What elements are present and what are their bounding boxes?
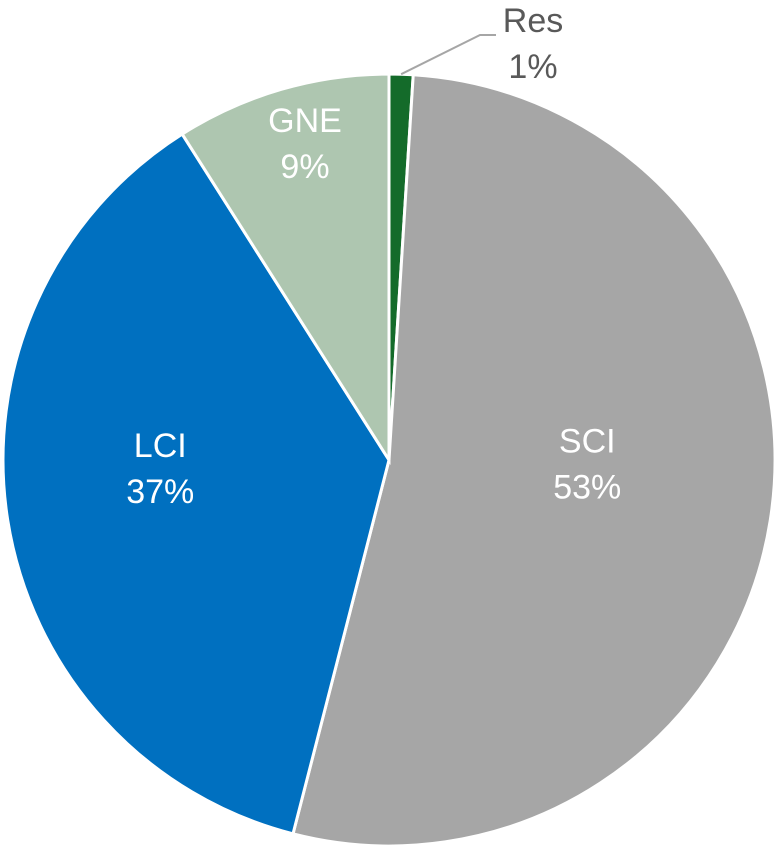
slice-value-label: 37% — [126, 473, 194, 511]
slice-value-label: 9% — [280, 148, 329, 186]
slice-value-label: 1% — [508, 48, 557, 86]
leader-line — [400, 34, 496, 76]
slice-label: GNE — [268, 102, 342, 140]
slice-label: LCI — [134, 427, 187, 465]
pie-slice — [180, 72, 391, 466]
pie-slice — [291, 73, 776, 846]
slice-label: SCI — [559, 422, 616, 460]
slice-label: Res — [503, 2, 563, 40]
slice-value-label: 53% — [553, 468, 621, 506]
